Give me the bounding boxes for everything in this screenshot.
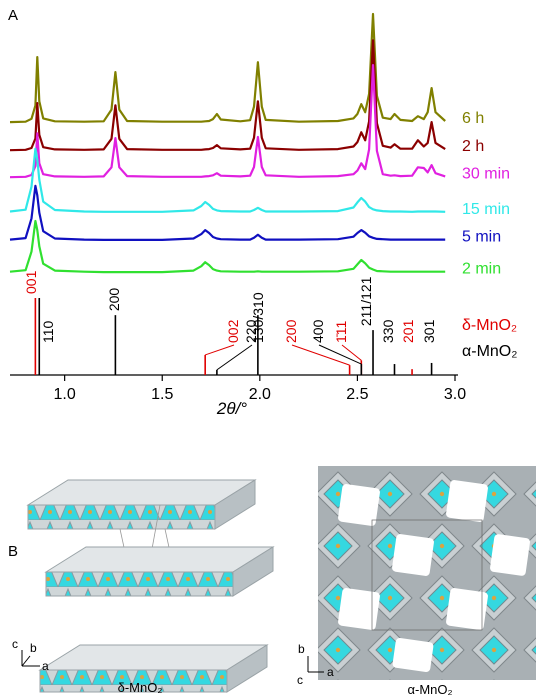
peak-label: 200 (106, 288, 122, 312)
legend-label: 2 h (462, 138, 484, 155)
peak-label: 1̄11 (333, 320, 349, 343)
peak-label: 130/310 (250, 292, 266, 343)
structure-label: δ-MnO₂ (118, 680, 163, 695)
x-tick-label: 1.5 (151, 386, 173, 403)
trace (10, 186, 445, 240)
axis-letter: b (30, 641, 37, 655)
axis-letter: b (298, 642, 305, 656)
leader-line (319, 345, 361, 364)
x-tick-label: 3.0 (444, 386, 466, 403)
delta-axes: c b a (12, 637, 49, 673)
legend-label: 15 min (462, 201, 510, 218)
structure-label: α-MnO₂ (407, 682, 452, 697)
legend-label: 5 min (462, 229, 501, 246)
figure: A 2θ/° 1.0 1.5 2.0 2.5 3.0 6 h 2 h 30 min 15 min… (0, 0, 541, 698)
trace (10, 40, 445, 150)
trace (10, 221, 445, 272)
peak-label: 211/121 (358, 276, 374, 326)
x-tick-label: 2.5 (346, 386, 368, 403)
peak-label: 330 (380, 319, 396, 343)
axis-letter: c (12, 637, 18, 651)
leader-line (205, 345, 234, 355)
x-tick-label: 2.0 (249, 386, 271, 403)
peak-label: 001 (23, 270, 39, 294)
axis-letter: c (297, 673, 303, 687)
panel-label: A (8, 7, 18, 24)
legend-label: 30 min (462, 165, 510, 182)
chart: 1.0 1.5 2.0 2.5 3.0 6 h 2 h 30 min 15 min 5 min 2 … (10, 14, 517, 403)
axis-letter: a (42, 659, 49, 673)
x-axis-label: 2θ/° (216, 399, 247, 418)
peak-label: 110 (40, 320, 56, 343)
trace (10, 149, 445, 212)
legend-label: 2 min (462, 261, 501, 278)
alpha-structure (318, 466, 536, 680)
reference-legend: δ-MnO₂ (462, 317, 517, 334)
delta-structure (28, 480, 273, 692)
leader-line (342, 345, 361, 360)
x-tick-label: 1.0 (54, 386, 76, 403)
peak-label: 400 (310, 319, 326, 343)
trace (10, 14, 445, 122)
legend-label: 6 h (462, 110, 484, 127)
peak-label: 201 (400, 319, 416, 343)
axis-letter: a (327, 665, 334, 679)
panel-b: B c b (8, 466, 536, 697)
panel-label: B (8, 543, 18, 560)
reference-legend: α-MnO₂ (462, 343, 517, 360)
peak-label: 002 (225, 319, 241, 343)
peak-label: 200 (283, 319, 299, 343)
peak-label: 301 (421, 319, 437, 343)
